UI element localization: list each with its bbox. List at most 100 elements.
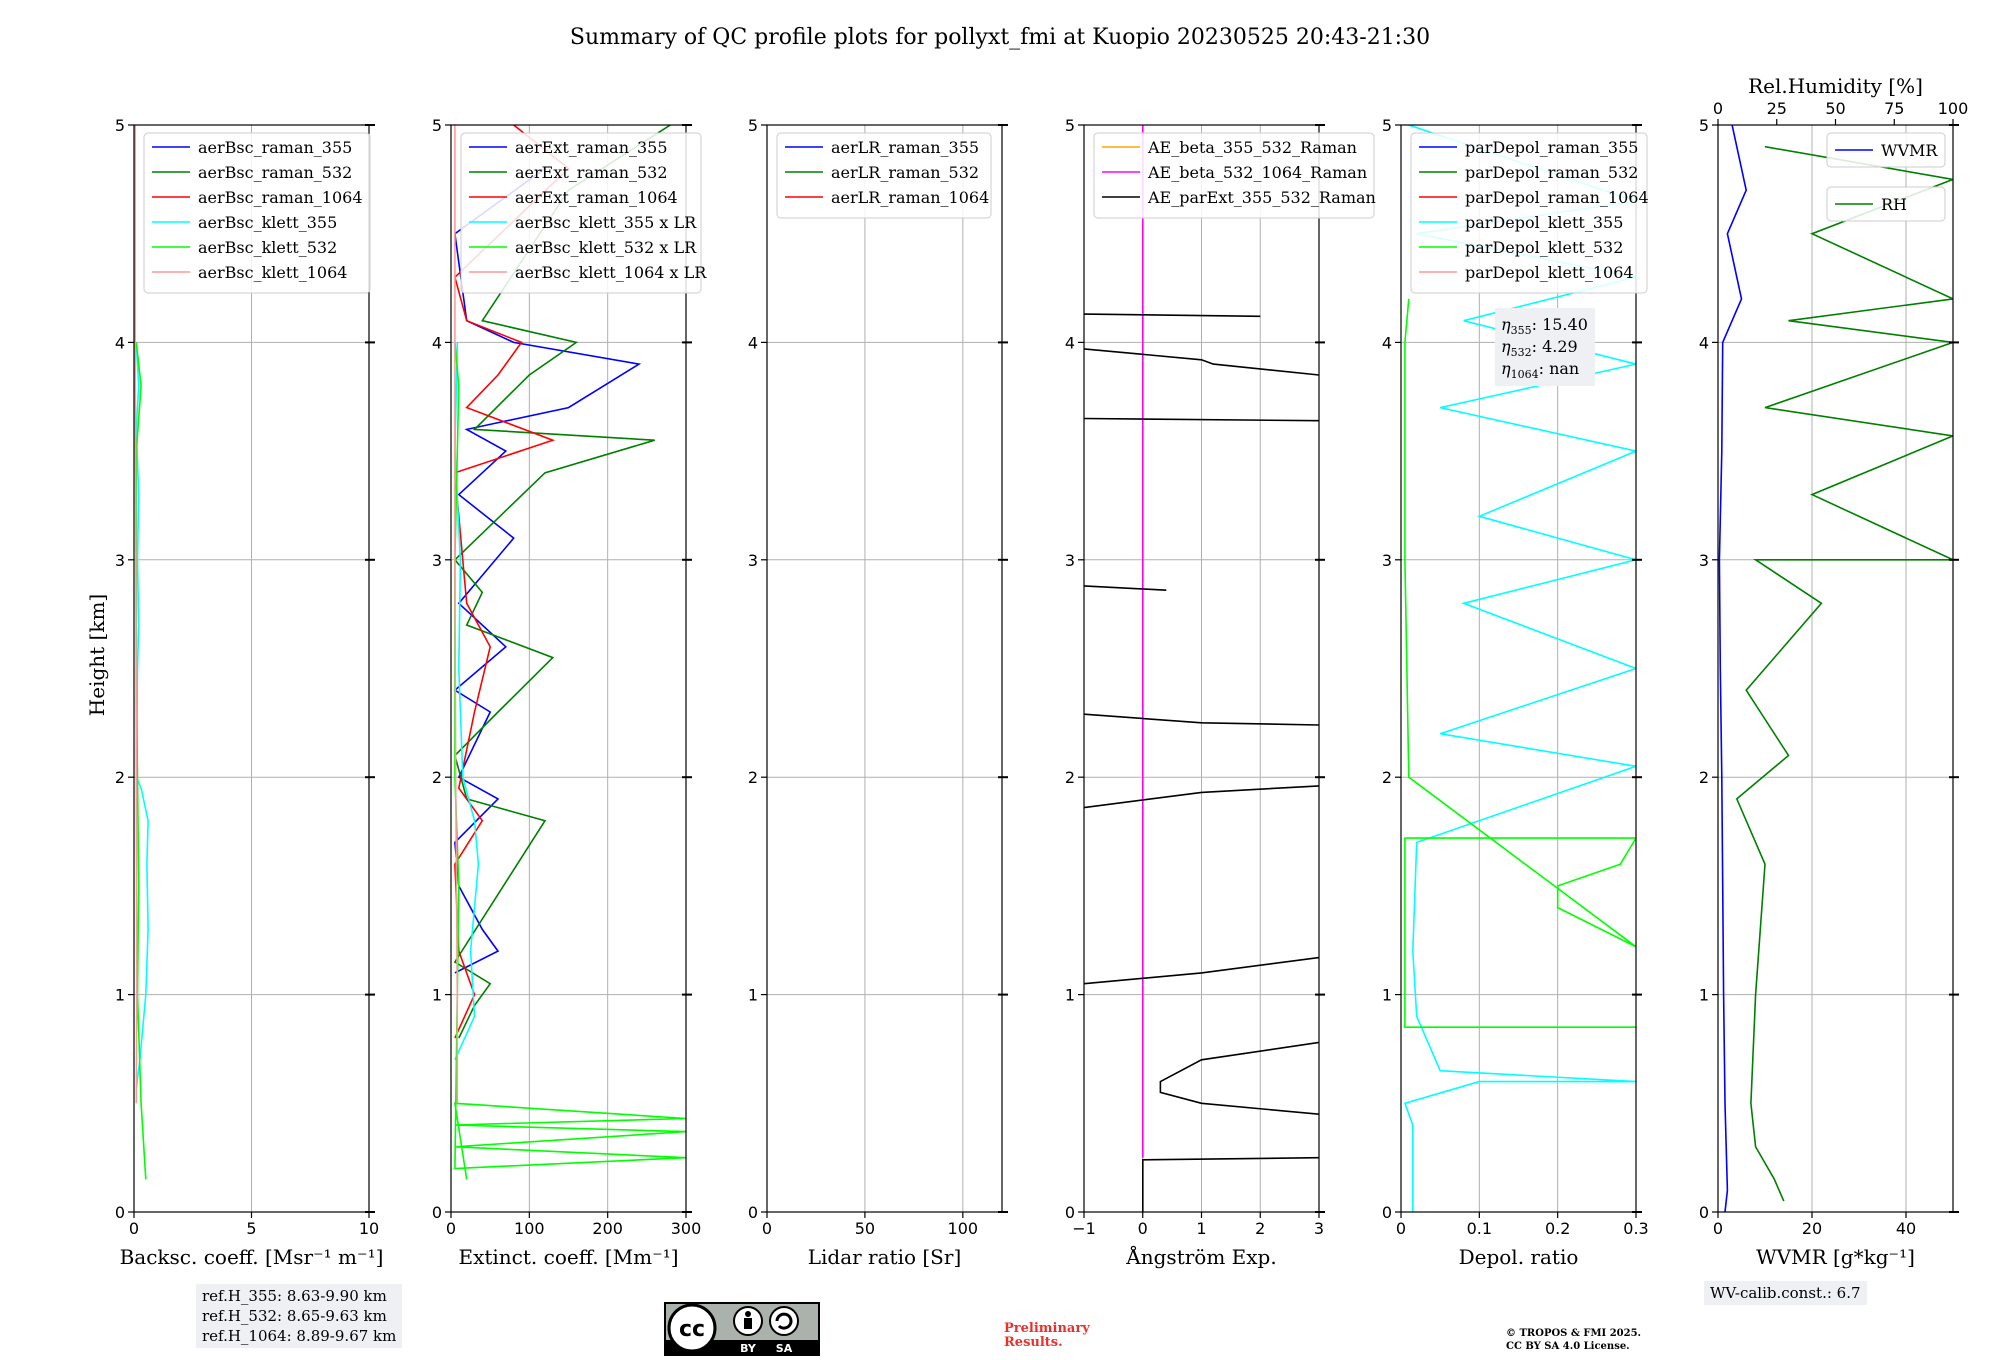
legend-label: aerLR_raman_532	[831, 163, 979, 182]
copyright-line-2: CC BY SA 4.0 License.	[1506, 1341, 1630, 1352]
panel-extinction: 0 100 200 300 0 1 2 3 4 5 Extinct. coeff. [Mm⁻¹] ae…	[432, 116, 707, 1269]
legend-label: aerBsc_klett_1064	[198, 263, 347, 282]
legend-label: aerBsc_klett_532 x LR	[515, 238, 697, 257]
series-line-AE_parExt_355_532_Raman_d	[1084, 785, 1319, 809]
x-tick-label: 5	[246, 1219, 256, 1238]
legend-label: parDepol_klett_1064	[1465, 263, 1634, 282]
x-tick-label: 0	[1138, 1219, 1148, 1238]
cc-logo-text: cc	[679, 1317, 705, 1342]
x-tick-label: 0	[1396, 1219, 1406, 1238]
preliminary-line-1: Preliminary	[1004, 1321, 1090, 1336]
y-tick-label: 2	[1699, 768, 1709, 787]
ref-height-355: ref.H_355: 8.63-9.90 km	[202, 1287, 387, 1305]
y-tick-label: 0	[432, 1203, 442, 1222]
legend-label: RH	[1881, 195, 1907, 214]
series-line-AE_parExt_355_532_Raman_h	[1084, 348, 1319, 376]
x-tick-label: 0	[762, 1219, 772, 1238]
share-alike-icon	[769, 1306, 799, 1336]
y-axis-title: Height [km]	[85, 594, 109, 716]
top-x-tick-label: 100	[1938, 99, 1969, 118]
y-tick-label: 5	[748, 116, 758, 135]
series-line-parDepol_klett_532	[1404, 298, 1636, 1028]
y-tick-label: 2	[748, 768, 758, 787]
y-tick-label: 2	[432, 768, 442, 787]
x-tick-label: 0.3	[1623, 1219, 1648, 1238]
series-line-RH	[1735, 145, 1953, 1202]
series-line-AE_parExt_355_532_Raman_f	[1084, 585, 1167, 591]
panel-backscatter: 0 5 10 0 1 2 3 4 5 Backsc. coeff. [Msr⁻¹ m⁻¹] aerB…	[115, 116, 384, 1269]
y-tick-label: 3	[432, 551, 442, 570]
license-by-label: BY	[740, 1342, 757, 1355]
legend-box	[460, 132, 702, 294]
y-tick-label: 4	[115, 333, 125, 352]
y-tick-label: 4	[432, 333, 442, 352]
y-tick-label: 1	[1699, 986, 1709, 1005]
cc-license-badge: cc BY SA	[664, 1302, 820, 1356]
y-tick-label: 1	[432, 986, 442, 1005]
figure-title: Summary of QC profile plots for pollyxt_…	[570, 25, 1430, 50]
x-tick-label: 50	[855, 1219, 875, 1238]
series-line-AE_parExt_355_532_Raman	[1142, 1156, 1319, 1212]
y-tick-label: 1	[748, 986, 758, 1005]
y-tick-label: 3	[115, 551, 125, 570]
x-axis-title: Lidar ratio [Sr]	[808, 1245, 962, 1269]
series-line-AE_parExt_355_532_Raman_i	[1084, 313, 1261, 318]
legend-label: aerExt_raman_532	[515, 163, 668, 182]
preliminary-line-2: Results.	[1004, 1335, 1063, 1350]
panel-depolarization: 0 0.1 0.2 0.3 0 1 2 3 4 5 Depol. ratio parDepol_ram…	[1382, 116, 1649, 1269]
legend-label: parDepol_raman_1064	[1465, 188, 1649, 207]
y-tick-label: 3	[1065, 551, 1075, 570]
legend-box	[1410, 132, 1648, 294]
series-line-parDepol_klett_355	[1403, 125, 1636, 1212]
x-tick-label: 40	[1896, 1219, 1916, 1238]
legend-box	[1826, 186, 1946, 222]
y-tick-label: 1	[1065, 986, 1075, 1005]
y-tick-label: 2	[1065, 768, 1075, 787]
series-line-aerExt_raman_532	[453, 125, 671, 1039]
series-line-aerBsc_klett_355 x LR	[454, 342, 480, 1061]
y-tick-label: 4	[1382, 333, 1392, 352]
y-tick-label: 1	[1382, 986, 1392, 1005]
axes-frame	[1400, 124, 1637, 1213]
series-line-aerBsc_klett_1064 x LR	[454, 125, 459, 1104]
top-x-tick-label: 25	[1767, 99, 1787, 118]
ref-height-532: ref.H_532: 8.65-9.63 km	[202, 1307, 387, 1325]
y-tick-label: 1	[115, 986, 125, 1005]
legend-label: aerLR_raman_355	[831, 138, 979, 157]
legend-label: aerBsc_klett_355 x LR	[515, 213, 697, 232]
x-tick-label: 0.2	[1545, 1219, 1570, 1238]
y-tick-label: 2	[115, 768, 125, 787]
wv-calibration-box: WV-calib.const.: 6.7	[1704, 1281, 1867, 1305]
legend-label: aerBsc_klett_1064 x LR	[515, 263, 707, 282]
y-tick-label: 0	[115, 1203, 125, 1222]
legend-label: aerLR_raman_1064	[831, 188, 989, 207]
y-tick-label: 3	[748, 551, 758, 570]
ref-height-1064: ref.H_1064: 8.89-9.67 km	[202, 1327, 397, 1345]
series-line-AE_parExt_355_532_Raman_e	[1084, 713, 1319, 726]
x-tick-label: 300	[671, 1219, 702, 1238]
license-sa-label: SA	[776, 1342, 793, 1355]
eta-annotation-line: η532: 4.29	[1501, 337, 1578, 359]
top-x-tick-label: 75	[1884, 99, 1904, 118]
panel-lidar-ratio: 0 50 100 0 1 2 3 4 5 Lidar ratio [Sr] aerLR_raman_…	[748, 116, 1008, 1269]
x-axis-title: Extinct. coeff. [Mm⁻¹]	[458, 1245, 678, 1269]
axes-frame	[450, 124, 687, 1213]
legend-box	[143, 132, 371, 294]
y-tick-label: 2	[1382, 768, 1392, 787]
legend-box	[1826, 132, 1946, 168]
legend-label: WVMR	[1881, 141, 1938, 160]
x-tick-label: 1	[1196, 1219, 1206, 1238]
legend-label: AE_beta_532_1064_Raman	[1147, 163, 1367, 182]
y-tick-label: 0	[1699, 1203, 1709, 1222]
legend-label: AE_beta_355_532_Raman	[1147, 138, 1357, 157]
y-tick-label: 0	[748, 1203, 758, 1222]
preliminary-note: Preliminary Results.	[1004, 1322, 1090, 1350]
x-axis-title: WVMR [g*kg⁻¹]	[1756, 1245, 1915, 1269]
legend-label: parDepol_raman_355	[1465, 138, 1638, 157]
legend-label: aerBsc_raman_532	[198, 163, 352, 182]
series-line-WVMR	[1718, 125, 1748, 1212]
y-tick-label: 4	[1699, 333, 1709, 352]
y-tick-label: 5	[432, 116, 442, 135]
